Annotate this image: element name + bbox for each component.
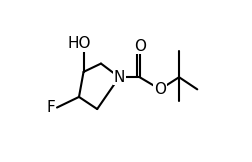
Text: O: O — [154, 82, 166, 97]
Text: N: N — [113, 70, 125, 85]
Text: F: F — [47, 100, 55, 115]
Text: HO: HO — [67, 36, 91, 51]
Text: O: O — [134, 39, 146, 54]
